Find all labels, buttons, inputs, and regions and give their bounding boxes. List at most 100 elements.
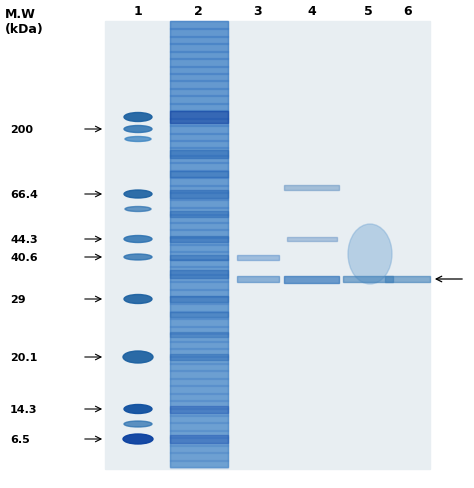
Bar: [170, 452, 228, 461]
Text: 14.3: 14.3: [10, 404, 37, 414]
Bar: [170, 445, 228, 453]
Ellipse shape: [124, 236, 152, 243]
Bar: [170, 89, 228, 97]
Text: 6: 6: [404, 5, 412, 18]
Bar: [170, 274, 228, 283]
Bar: [170, 415, 228, 424]
Bar: [170, 312, 228, 317]
Bar: [170, 126, 228, 134]
Text: 6.5: 6.5: [10, 434, 30, 444]
Bar: [170, 215, 228, 223]
Text: 44.3: 44.3: [10, 235, 37, 244]
Text: 40.6: 40.6: [10, 252, 37, 263]
Text: 4: 4: [308, 5, 316, 18]
Bar: [170, 59, 228, 67]
Bar: [170, 348, 228, 357]
Bar: [170, 311, 228, 320]
Bar: [170, 111, 228, 120]
Bar: [105, 22, 430, 469]
Bar: [170, 22, 228, 467]
Bar: [170, 178, 228, 186]
Bar: [170, 244, 228, 253]
Ellipse shape: [125, 207, 151, 212]
Ellipse shape: [124, 405, 152, 414]
Text: 1: 1: [134, 5, 142, 18]
Bar: [170, 296, 228, 305]
Bar: [170, 170, 228, 179]
Bar: [170, 52, 228, 60]
Bar: [170, 296, 228, 303]
Bar: [170, 400, 228, 408]
Bar: [170, 141, 228, 149]
Bar: [170, 148, 228, 157]
Bar: [287, 238, 337, 242]
Bar: [170, 193, 228, 201]
Text: M.W
(kDa): M.W (kDa): [5, 8, 44, 36]
Bar: [170, 378, 228, 386]
Text: 2: 2: [193, 5, 202, 18]
Bar: [170, 37, 228, 45]
Ellipse shape: [124, 126, 152, 133]
Bar: [170, 207, 228, 216]
Ellipse shape: [124, 421, 152, 427]
Bar: [170, 289, 228, 297]
Ellipse shape: [124, 254, 152, 261]
Bar: [170, 133, 228, 142]
Text: 5: 5: [364, 5, 373, 18]
Ellipse shape: [124, 191, 152, 199]
Bar: [170, 81, 228, 90]
Bar: [170, 326, 228, 334]
Bar: [170, 333, 228, 342]
Bar: [284, 185, 339, 190]
Bar: [170, 406, 228, 413]
Bar: [170, 191, 228, 199]
Bar: [170, 237, 228, 243]
Ellipse shape: [123, 351, 153, 363]
Bar: [170, 252, 228, 260]
Bar: [170, 370, 228, 379]
Bar: [170, 119, 228, 127]
Bar: [170, 255, 228, 260]
Bar: [170, 44, 228, 53]
Bar: [237, 276, 279, 283]
Ellipse shape: [125, 137, 151, 142]
Bar: [170, 200, 228, 208]
Bar: [170, 363, 228, 371]
Bar: [237, 255, 279, 260]
Bar: [170, 354, 228, 360]
Bar: [170, 407, 228, 416]
Ellipse shape: [124, 295, 152, 304]
Bar: [284, 276, 339, 283]
Bar: [170, 96, 228, 104]
Bar: [170, 74, 228, 82]
Bar: [170, 341, 228, 349]
Bar: [170, 172, 228, 178]
Bar: [170, 22, 228, 30]
Ellipse shape: [348, 224, 392, 285]
Bar: [170, 103, 228, 112]
Bar: [170, 66, 228, 75]
Bar: [170, 270, 228, 279]
Bar: [170, 230, 228, 238]
Bar: [170, 460, 228, 468]
Bar: [343, 276, 393, 283]
Bar: [170, 435, 228, 443]
Bar: [170, 282, 228, 290]
Bar: [170, 163, 228, 171]
Bar: [170, 304, 228, 312]
Bar: [170, 423, 228, 431]
Bar: [170, 386, 228, 394]
Bar: [170, 259, 228, 268]
Text: 20.1: 20.1: [10, 352, 37, 362]
Bar: [170, 356, 228, 364]
Bar: [170, 222, 228, 231]
Bar: [170, 437, 228, 446]
Bar: [170, 156, 228, 164]
Bar: [385, 276, 430, 283]
Bar: [170, 151, 228, 159]
Ellipse shape: [124, 113, 152, 122]
Ellipse shape: [123, 434, 153, 444]
Bar: [170, 393, 228, 401]
Bar: [170, 29, 228, 38]
Text: 3: 3: [254, 5, 262, 18]
